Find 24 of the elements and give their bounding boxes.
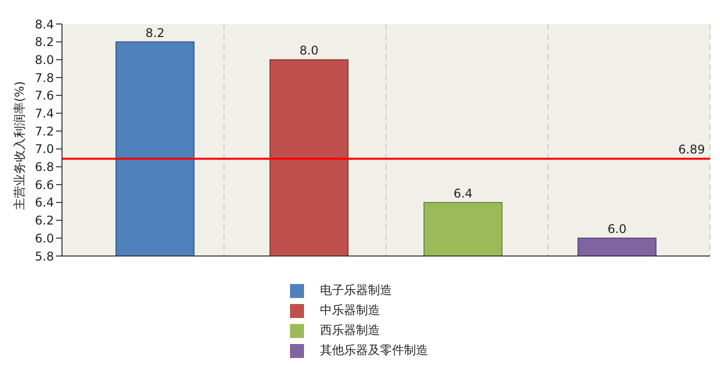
legend-label: 电子乐器制造 [320,283,392,297]
y-tick-label: 7.6 [34,88,54,103]
y-tick-label: 7.4 [34,106,54,120]
legend-label: 西乐器制造 [320,323,380,337]
y-tick-label: 5.8 [34,249,54,264]
y-tick-label: 6.8 [34,160,54,174]
legend-label: 其他乐器及零件制造 [320,343,428,357]
y-tick-label: 6.4 [34,196,54,210]
y-axis-title: 主营业务收入利润率(%) [12,81,26,210]
y-tick-label: 8.2 [34,35,54,50]
y-tick-label: 8.4 [34,17,54,32]
y-tick-label: 6.0 [34,231,54,246]
y-tick-label: 6.2 [34,214,54,228]
y-tick-label: 7.8 [34,70,54,85]
y-tick-label: 7.0 [34,142,54,156]
data-label: 6.4 [453,186,473,200]
y-tick-label: 6.6 [34,178,54,192]
legend-label: 中乐器制造 [320,303,380,317]
y-tick-label: 8.0 [34,52,54,67]
data-label: 6.0 [607,222,627,236]
y-tick-label: 7.2 [34,124,54,138]
data-label: 8.2 [145,26,165,40]
data-label: 8.0 [299,44,319,58]
ref-line-label: 6.89 [678,142,705,157]
